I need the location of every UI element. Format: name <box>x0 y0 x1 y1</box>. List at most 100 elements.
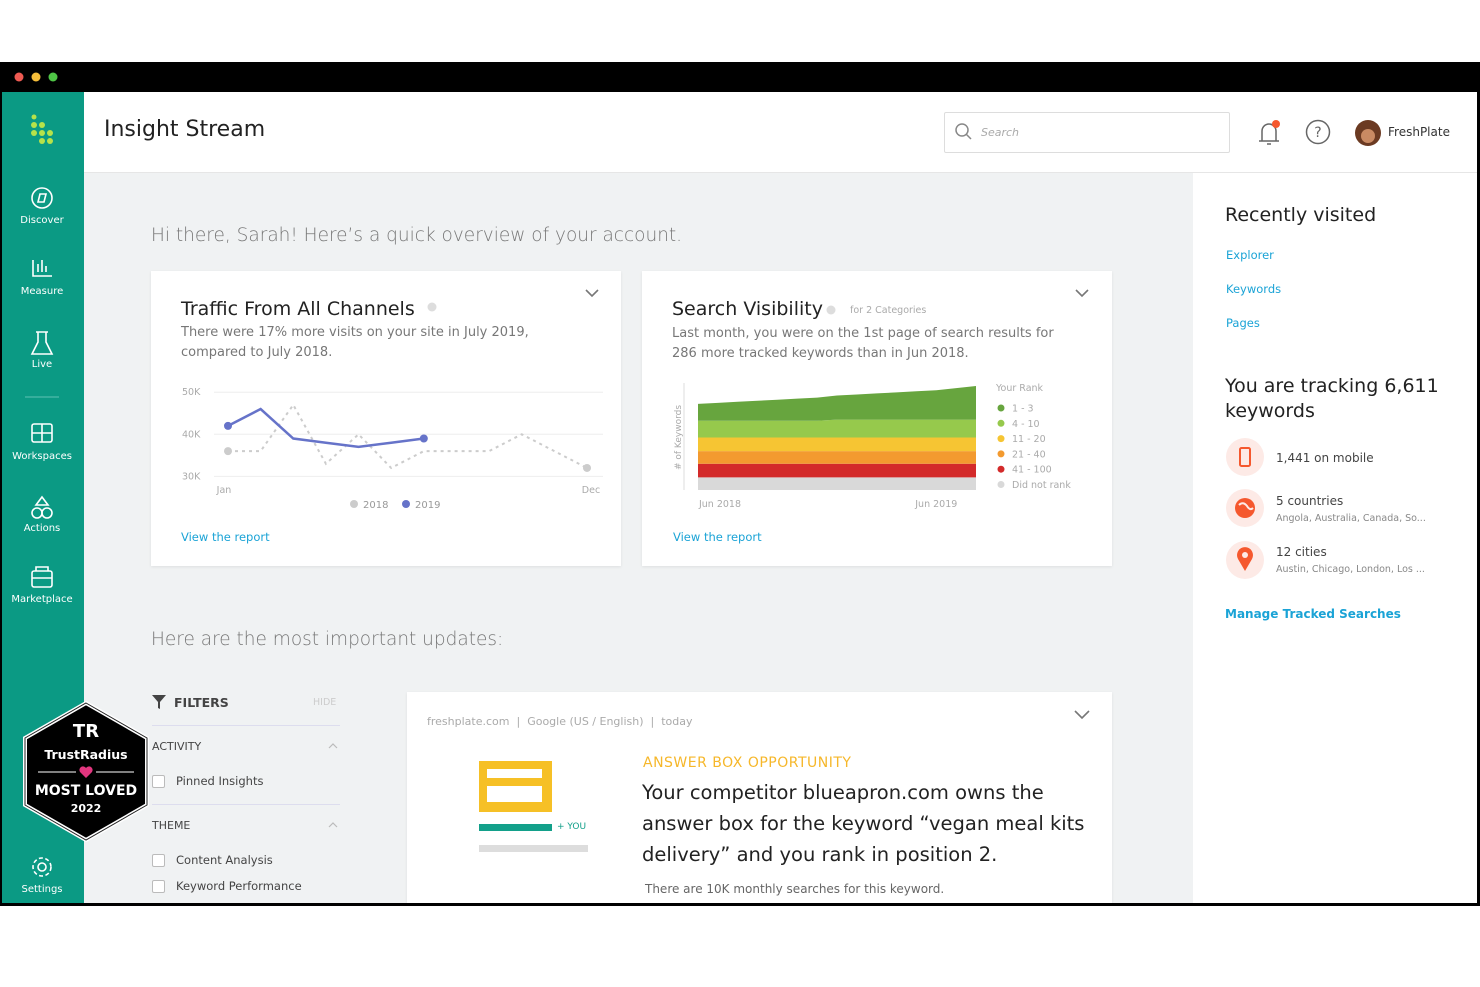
legend-swatch <box>997 481 1005 488</box>
manage-link[interactable]: Manage Tracked Searches <box>1225 607 1401 621</box>
recent-link[interactable]: Explorer <box>1226 248 1274 262</box>
trustradius-badge: TR TrustRadius MOST LOVED 2022 <box>23 700 149 842</box>
window-border <box>0 903 1480 906</box>
card-description: There were 17% more visits on your site … <box>181 325 529 360</box>
tracking-detail: Angola, Australia, Canada, So... <box>1276 513 1426 524</box>
report-link[interactable]: View the report <box>673 530 762 544</box>
header-icons: ? <box>1259 119 1381 146</box>
line-point <box>224 421 232 430</box>
x-tick-label: Dec <box>582 485 600 496</box>
nav-item[interactable]: Actions <box>23 523 61 534</box>
nav-item[interactable]: Live <box>31 359 53 370</box>
line-point <box>583 463 591 472</box>
checkbox[interactable] <box>152 880 165 893</box>
nav-item[interactable]: Settings <box>21 884 63 895</box>
search-icon <box>955 123 972 140</box>
legend-swatch <box>997 419 1005 427</box>
user-name[interactable]: FreshPlate <box>1388 125 1450 139</box>
tracking-item: 1,441 on mobile <box>1276 451 1374 465</box>
area-band <box>698 477 976 490</box>
y-axis-label: # of Keywords <box>674 405 684 470</box>
nav-item[interactable]: Discover <box>20 215 64 226</box>
x-tick-label: Jan <box>216 485 232 496</box>
line-series <box>228 402 588 470</box>
page-title: Insight Stream <box>104 117 266 142</box>
section-heading: Here are the most important updates: <box>151 629 504 650</box>
window-bar <box>0 62 1480 92</box>
traffic-card <box>151 271 621 566</box>
recent-link[interactable]: Pages <box>1226 316 1260 330</box>
tracking-item: 12 cities <box>1276 545 1327 559</box>
line-point <box>419 434 428 443</box>
legend-swatch <box>402 500 410 508</box>
tracking-icons <box>1226 438 1264 579</box>
answer-box-illustration <box>479 761 588 852</box>
insight-meta: freshplate.com | Google (US / English) |… <box>427 715 693 728</box>
recent-link[interactable]: Keywords <box>1226 282 1282 296</box>
report-link[interactable]: View the report <box>181 530 270 544</box>
tracking-item: 5 countries <box>1276 494 1344 508</box>
filter-option: Content Analysis <box>176 853 273 867</box>
insight-text: Your competitor blueapron.com owns the a… <box>642 781 1085 866</box>
meta-site: freshplate.com <box>427 715 510 728</box>
area-band <box>698 419 976 438</box>
y-tick-label: 40K <box>182 429 201 440</box>
legend-title: Your Rank <box>995 383 1044 394</box>
card-description: Last month, you were on the 1st page of … <box>672 326 1054 361</box>
badge-brand: TrustRadius <box>44 747 127 762</box>
legend-label: 41 - 100 <box>1012 465 1052 476</box>
badge-title: MOST LOVED <box>35 783 137 799</box>
insight-label: ANSWER BOX OPPORTUNITY <box>643 755 852 771</box>
svg-text:?: ? <box>1314 125 1321 141</box>
filter-group-title: THEME <box>152 819 191 832</box>
x-tick-label: Jun 2019 <box>914 499 957 510</box>
meta-engine: Google (US / English) <box>527 715 644 728</box>
legend-swatch <box>997 465 1005 473</box>
meta-date: today <box>661 715 693 728</box>
filters-title: FILTERS <box>174 695 229 710</box>
tracking-title: You are tracking 6,611 keywords <box>1225 375 1439 422</box>
legend-label: 2018 <box>363 500 388 511</box>
tracking-detail: Austin, Chicago, London, Los ... <box>1276 564 1425 575</box>
nav-item[interactable]: Workspaces <box>12 451 72 462</box>
sidebar-icons <box>25 114 59 877</box>
filter-group-title: ACTIVITY <box>152 740 202 753</box>
legend-label: 21 - 40 <box>1012 449 1046 460</box>
area-band <box>698 463 976 478</box>
nav-item[interactable]: Marketplace <box>11 594 73 605</box>
card-title: Traffic From All Channels <box>181 298 415 320</box>
window-border <box>1477 92 1480 906</box>
panel-title: Recently visited <box>1225 204 1377 226</box>
legend-label: 11 - 20 <box>1012 434 1046 445</box>
legend-label: Did not rank <box>1012 480 1071 491</box>
legend-label: 1 - 3 <box>1012 404 1034 415</box>
line-point <box>224 447 232 456</box>
legend-swatch <box>997 404 1005 412</box>
window-controls <box>14 72 58 82</box>
search-placeholder: Search <box>981 126 1020 139</box>
legend-label: 4 - 10 <box>1012 419 1040 430</box>
area-band <box>698 451 976 464</box>
filters-hide[interactable]: HIDE <box>313 697 337 708</box>
legend-swatch <box>997 450 1005 458</box>
area-band <box>698 437 976 452</box>
card-title: Search Visibility <box>672 298 823 320</box>
checkbox[interactable] <box>152 854 165 867</box>
divider <box>152 804 340 805</box>
area-band <box>698 386 976 421</box>
y-tick-label: 50K <box>182 387 201 398</box>
x-tick-label: Jun 2018 <box>698 499 741 510</box>
you-label: + YOU <box>557 822 587 832</box>
line-series <box>227 407 424 449</box>
insight-note: There are 10K monthly searches for this … <box>645 882 945 896</box>
filter-option: Keyword Performance <box>176 879 302 893</box>
checkbox[interactable] <box>152 775 165 788</box>
badge-year: 2022 <box>71 802 102 815</box>
search-box[interactable] <box>944 112 1230 153</box>
header <box>84 92 1477 173</box>
divider <box>152 725 340 726</box>
legend-swatch <box>350 500 358 508</box>
nav-item[interactable]: Measure <box>20 286 64 297</box>
